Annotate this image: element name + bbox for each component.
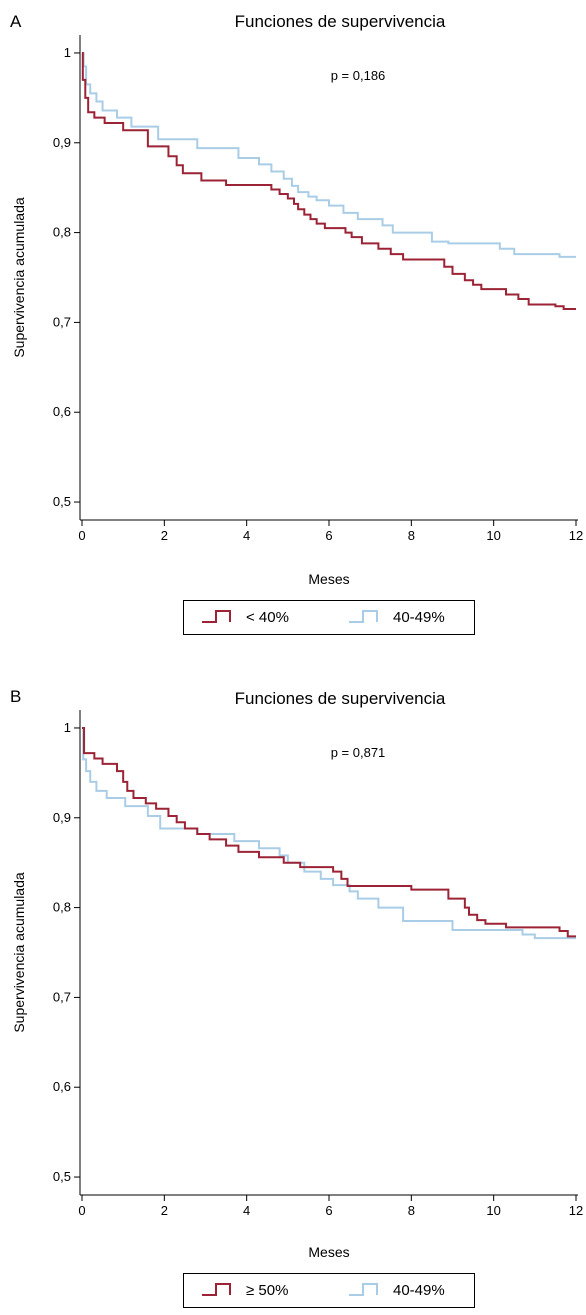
y-tick-label: 0,7 <box>53 314 71 329</box>
legend-swatch <box>349 1283 378 1296</box>
legend-swatch <box>349 610 378 623</box>
y-tick-label: 1 <box>64 45 71 60</box>
series-line <box>82 726 576 940</box>
panel-label: B <box>10 687 22 706</box>
x-axis-title: Meses <box>308 571 349 587</box>
y-tick-label: 0,9 <box>53 810 71 825</box>
legend-label: < 40% <box>246 608 289 626</box>
x-tick-label: 2 <box>161 1203 168 1218</box>
legend-swatch-line <box>349 610 378 623</box>
x-tick-label: 12 <box>569 1203 583 1218</box>
x-tick-label: 10 <box>486 528 500 543</box>
y-axis-title: Supervivencia acumulada <box>11 872 27 1033</box>
legend: ≥ 50% 40-49% <box>183 1273 475 1308</box>
legend-item: 40-49% <box>349 607 445 627</box>
y-tick-label: 0,5 <box>53 1169 71 1184</box>
series-line <box>81 51 576 310</box>
x-tick-label: 8 <box>408 528 415 543</box>
y-tick-label: 0,5 <box>53 494 71 509</box>
y-tick-label: 0,6 <box>53 404 71 419</box>
y-tick-label: 0,6 <box>53 1079 71 1094</box>
chart-plot-b: 0,50,60,70,80,910 2 4 6 8 10 12MesesSuperviven… <box>11 710 583 1260</box>
chart-title: Funciones de supervivencia <box>234 12 446 31</box>
x-tick-label: 2 <box>161 528 168 543</box>
series-line <box>82 51 576 258</box>
series-line <box>82 726 576 938</box>
x-tick-label: 4 <box>243 528 250 543</box>
y-tick-label: 0,8 <box>53 900 71 915</box>
x-tick-label: 6 <box>325 1203 332 1218</box>
y-tick-label: 1 <box>64 720 71 735</box>
y-tick-label: 0,9 <box>53 135 71 150</box>
p-value-annotation: p = 0,186 <box>331 68 386 83</box>
x-tick-label: 12 <box>569 528 583 543</box>
legend-swatch-line <box>202 610 231 623</box>
panel-label: A <box>10 12 22 31</box>
x-tick-label: 0 <box>78 528 85 543</box>
chart-panel-b: B Funciones de supervivencia 0,5 0,6 0,7 0,… <box>0 675 586 1315</box>
chart-panel-a: A Funciones de supervivencia 0,5 0,6 0,7 0,… <box>0 0 586 650</box>
y-tick-label: 0,7 <box>53 989 71 1004</box>
legend-label: ≥ 50% <box>246 1281 289 1299</box>
legend-item: 40-49% <box>349 1280 445 1300</box>
y-tick-label: 0,8 <box>53 225 71 240</box>
y-axis-title: Supervivencia acumulada <box>11 197 27 358</box>
x-tick-label: 6 <box>325 528 332 543</box>
legend: < 40% 40-49% <box>183 600 475 635</box>
legend-swatch-line <box>349 1283 378 1296</box>
legend-swatch <box>202 610 231 623</box>
legend-swatch-line <box>202 1283 231 1296</box>
legend-label: 40-49% <box>393 608 445 626</box>
legend-item: < 40% <box>202 607 289 627</box>
chart-plot-a: 0,50,60,70,80,910 2 4 6 8 10 12MesesSuperviven… <box>11 35 583 587</box>
chart-title: Funciones de supervivencia <box>234 689 446 708</box>
legend-item: ≥ 50% <box>202 1280 288 1300</box>
x-tick-label: 4 <box>243 1203 250 1218</box>
x-tick-label: 8 <box>408 1203 415 1218</box>
p-value-annotation: p = 0,871 <box>331 745 386 760</box>
legend-swatch <box>202 1283 231 1296</box>
x-tick-label: 0 <box>78 1203 85 1218</box>
legend-label: 40-49% <box>393 1281 445 1299</box>
x-axis-title: Meses <box>308 1244 349 1260</box>
x-tick-label: 10 <box>486 1203 500 1218</box>
